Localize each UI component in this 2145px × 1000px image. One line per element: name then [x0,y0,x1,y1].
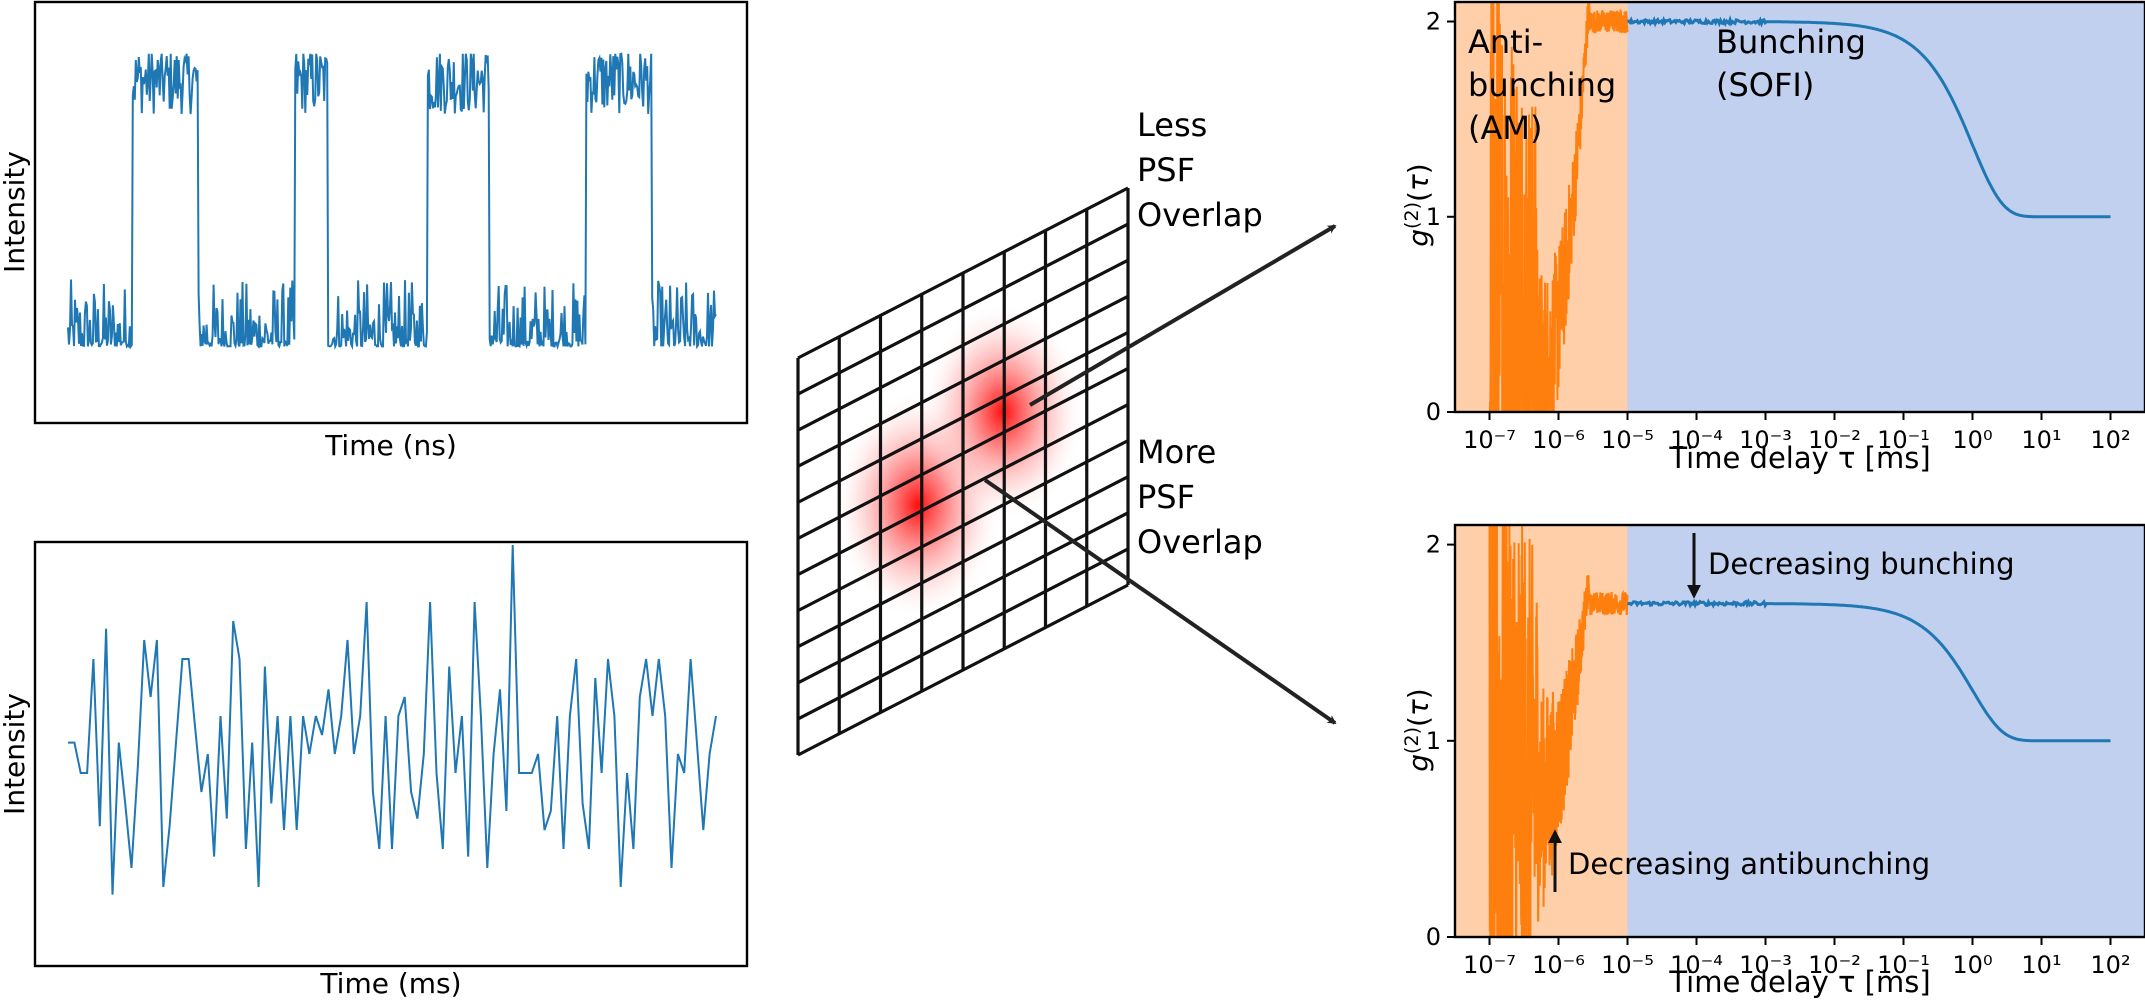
trace-ns-xlabel: Time (ns) [324,429,457,462]
grid-line-horizontal [797,294,1129,468]
pixel-grid [796,186,1130,757]
y-tick-label: 1 [1426,727,1441,755]
trace-ms-frame [33,540,749,968]
x-tick-label: 10⁻¹ [1877,951,1930,979]
trace-ns-series [67,52,717,351]
grid-line-horizontal [797,186,1129,360]
y-tick-label: 2 [1426,531,1441,559]
arrow-less-overlap [1028,224,1337,407]
g2-bottom-bunching-series [1626,597,2111,743]
trace-ns-ylabel: Intensity [0,151,31,273]
label-less-overlap: Less PSF Overlap [1137,106,1263,234]
g2-bottom-ylabel: g(2)(τ) [1401,688,1435,771]
x-tick-label: 10⁻³ [1739,426,1792,454]
label-decreasing-antibunching: Decreasing antibunching [1568,847,1930,881]
x-tick-label: 10⁻² [1808,426,1861,454]
g2-bottom-frame [1453,523,2145,939]
x-tick-label: 10⁻⁴ [1670,951,1723,979]
region-label-bunching: Bunching (SOFI) [1716,23,1876,104]
x-tick-label: 10¹ [2021,426,2061,454]
x-tick-label: 10⁻⁶ [1532,951,1585,979]
x-tick-label: 10⁰ [1952,426,1992,454]
psf-diagram: Less PSF Overlap More PSF Overlap [796,106,1337,757]
y-tick-label: 1 [1426,203,1441,231]
y-tick-label: 0 [1426,923,1441,951]
y-tick-label: 2 [1426,8,1441,36]
x-tick-label: 10⁻⁵ [1601,951,1654,979]
grid-line-horizontal [797,258,1129,432]
g2-bottom-antibunching-series [1488,525,1629,937]
trace-ms-xlabel: Time (ms) [319,967,461,1000]
g2-top-ylabel: g(2)(τ) [1401,163,1435,246]
grid-line-horizontal [797,547,1129,721]
region-label-antibunching: Anti- bunching (AM) [1468,23,1626,147]
trace-ms-ylabel: Intensity [0,693,31,815]
g2-top-xlabel: Time delay τ [ms] [1668,441,1930,475]
trace-ns-frame [33,0,749,425]
y-tick-label: 0 [1426,398,1441,426]
g2-top-ticks: 10⁻⁷ 10⁻⁶ 10⁻⁵ 10⁻⁴ 10⁻³ 10⁻² 10⁻¹ 10⁰ 10¹ 10² 0 1 2 [1426,8,2131,454]
grid-line-horizontal [797,367,1129,540]
grid-line-horizontal [797,583,1129,757]
grid-line-horizontal [797,475,1129,649]
x-tick-label: 10⁰ [1952,951,1992,979]
g2-top-panel: 10⁻⁷ 10⁻⁶ 10⁻⁵ 10⁻⁴ 10⁻³ 10⁻² 10⁻¹ 10⁰ 10¹ 10² 0 1 2… [1401,0,2145,475]
x-tick-label: 10⁻³ [1739,951,1792,979]
grid-line-horizontal [797,439,1129,613]
grid-line-horizontal [797,330,1129,504]
label-decreasing-bunching: Decreasing bunching [1708,547,2015,581]
g2-top-antibunching-series [1488,2,1629,412]
shade-bunching-top [1627,2,2145,412]
g2-bottom-panel: 10⁻⁷ 10⁻⁶ 10⁻⁵ 10⁻⁴ 10⁻³ 10⁻² 10⁻¹ 10⁰ 10¹ 10² 0 1 2… [1401,523,2145,999]
x-tick-label: 10⁻⁷ [1463,426,1516,454]
x-tick-label: 10⁻¹ [1877,426,1930,454]
x-tick-label: 10² [2090,426,2130,454]
label-more-overlap: More PSF Overlap [1137,433,1263,561]
grid-line-horizontal [797,403,1129,576]
x-tick-label: 10⁻² [1808,951,1861,979]
g2-top-frame [1453,0,2145,414]
trace-ns-panel: Time (ns) Intensity [0,0,749,462]
shade-bunching-bottom [1627,525,2145,937]
g2-bottom-ticks: 10⁻⁷ 10⁻⁶ 10⁻⁵ 10⁻⁴ 10⁻³ 10⁻² 10⁻¹ 10⁰ 10¹ 10² 0 1 2 [1426,531,2131,979]
x-tick-label: 10⁻⁴ [1670,426,1723,454]
g2-top-bunching-series [1627,15,2111,219]
g2-bottom-xlabel: Time delay τ [ms] [1668,965,1930,999]
trace-ms-series [68,544,717,895]
x-tick-label: 10⁻⁵ [1601,426,1654,454]
grid-line-horizontal [797,222,1129,396]
x-tick-label: 10² [2090,951,2130,979]
arrow-more-overlap [983,478,1337,725]
x-tick-label: 10⁻⁷ [1463,951,1516,979]
trace-ms-panel: Time (ms) Intensity [0,540,749,1000]
x-tick-label: 10¹ [2021,951,2061,979]
x-tick-label: 10⁻⁶ [1532,426,1585,454]
